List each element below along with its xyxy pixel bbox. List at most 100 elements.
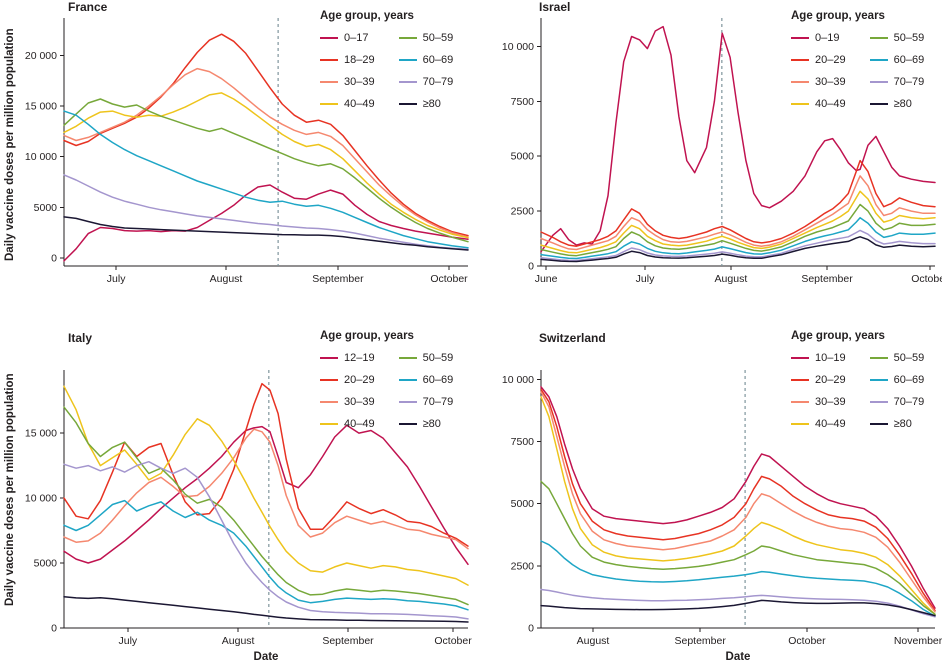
legend-item: ≥80: [869, 413, 925, 435]
legend-item: ≥80: [398, 93, 454, 115]
legend-label: 50–59: [893, 32, 925, 44]
x-tick-label: September: [674, 635, 726, 647]
legend-column-2: 50–59 60–69 70–79 ≥80: [869, 27, 925, 115]
series-line-≥80: [540, 599, 936, 617]
legend-item: 30–39: [320, 391, 375, 413]
legend-color-swatch: [791, 36, 809, 40]
legend-color-swatch: [869, 36, 888, 40]
legend-color-swatch: [869, 356, 888, 360]
x-tick-label: September: [312, 273, 364, 285]
series-line-20–29: [540, 159, 936, 247]
legend-color-swatch: [398, 422, 417, 426]
x-tick-label: September: [322, 635, 374, 647]
x-axis-label-switzerland: Date: [725, 651, 751, 663]
legend-label: 18–29: [344, 54, 375, 66]
series-line-10–19: [540, 386, 936, 609]
series-line-≥80: [63, 216, 469, 251]
legend-color-swatch: [791, 58, 809, 62]
legend-label: 70–79: [422, 396, 454, 408]
y-tick-label: 0: [51, 252, 57, 264]
legend-label: 10–19: [815, 352, 846, 364]
legend-color-swatch: [869, 378, 888, 382]
y-tick-label: 10 000: [502, 374, 534, 386]
series-line-30–39: [540, 175, 936, 251]
chart-title-switzerland: Switzerland: [539, 331, 606, 345]
y-tick-label: 5000: [511, 151, 535, 163]
legend-color-swatch: [398, 356, 417, 360]
series-line-30–39: [63, 428, 469, 550]
legend-label: 50–59: [422, 352, 454, 364]
series-line-60–69: [540, 216, 936, 260]
x-tick-label: October: [788, 635, 826, 647]
series-line-50–59: [540, 203, 936, 257]
legend-color-swatch: [791, 80, 809, 84]
legend-column-2: 50–59 60–69 70–79 ≥80: [398, 27, 454, 115]
series-line-40–49: [540, 396, 936, 616]
x-tick-label: September: [801, 273, 853, 285]
legend-label: ≥80: [422, 418, 441, 430]
x-tick-label: June: [535, 273, 558, 285]
legend-item: 18–29: [320, 49, 375, 71]
legend-color-swatch: [791, 400, 809, 404]
legend-color-swatch: [320, 102, 338, 106]
legend-column-1: 10–19 20–29 30–39 40–49: [791, 347, 846, 435]
legend-item: ≥80: [869, 93, 925, 115]
x-tick-label: August: [222, 635, 255, 647]
series-line-40–49: [63, 385, 469, 586]
legend-label: 30–39: [815, 76, 846, 88]
legend-label: 20–29: [344, 374, 375, 386]
legend-columns: 0–19 20–29 30–39 40–49 50–59 60–69 70–79 ≥80: [791, 27, 924, 115]
legend-item: 30–39: [791, 71, 846, 93]
legend-item: 20–29: [791, 49, 846, 71]
legend-color-swatch: [869, 422, 888, 426]
legend-title: Age group, years: [320, 330, 414, 342]
legend-label: 0–17: [344, 32, 369, 44]
legend-color-swatch: [791, 102, 809, 106]
legend-color-swatch: [320, 378, 338, 382]
legend-color-swatch: [320, 356, 338, 360]
series-line-60–69: [540, 540, 936, 617]
legend-item: 0–17: [320, 27, 375, 49]
legend-italy: Age group, years 12–19 20–29 30–39 40–49 50…: [320, 330, 453, 435]
series-line-50–59: [63, 406, 469, 606]
legend-label: 40–49: [344, 98, 375, 110]
legend-item: 70–79: [398, 391, 454, 413]
legend-item: 40–49: [320, 413, 375, 435]
y-tick-label: 5000: [34, 558, 58, 570]
y-tick-label: 10 000: [502, 41, 534, 53]
legend-color-swatch: [320, 422, 338, 426]
legend-label: 30–39: [344, 76, 375, 88]
legend-label: ≥80: [893, 418, 912, 430]
legend-column-1: 12–19 20–29 30–39 40–49: [320, 347, 375, 435]
legend-column-1: 0–19 20–29 30–39 40–49: [791, 27, 846, 115]
series-line-18–29: [63, 33, 469, 237]
legend-color-swatch: [398, 102, 417, 106]
legend-label: 30–39: [815, 396, 846, 408]
legend-column-2: 50–59 60–69 70–79 ≥80: [398, 347, 454, 435]
legend-item: 60–69: [869, 369, 924, 391]
legend-label: 50–59: [893, 352, 925, 364]
legend-item: 50–59: [398, 27, 453, 49]
legend-item: 40–49: [791, 413, 846, 435]
y-tick-label: 10 000: [25, 151, 57, 163]
y-tick-label: 15 000: [25, 428, 57, 440]
legend-item: 10–19: [791, 347, 846, 369]
legend-switzerland: Age group, years 10–19 20–29 30–39 40–49 50…: [791, 330, 924, 435]
legend-item: ≥80: [398, 413, 454, 435]
chart-title-italy: Italy: [68, 331, 93, 345]
legend-item: 60–69: [869, 49, 924, 71]
legend-label: 40–49: [815, 418, 846, 430]
legend-color-swatch: [398, 58, 417, 62]
line-chart-italy: 0 5000 10 000 15 000 July August September Octo…: [25, 370, 472, 647]
legend-label: 20–29: [815, 374, 846, 386]
y-tick-label: 5000: [34, 202, 58, 214]
y-tick-label: 7500: [511, 436, 535, 448]
series-line-70–79: [63, 460, 469, 620]
legend-item: 60–69: [398, 369, 453, 391]
x-tick-label: August: [210, 273, 243, 285]
legend-title: Age group, years: [791, 330, 885, 342]
x-tick-label: August: [577, 635, 610, 647]
legend-columns: 0–17 18–29 30–39 40–49 50–59 60–69 70–79 ≥80: [320, 27, 453, 115]
legend-color-swatch: [320, 80, 338, 84]
